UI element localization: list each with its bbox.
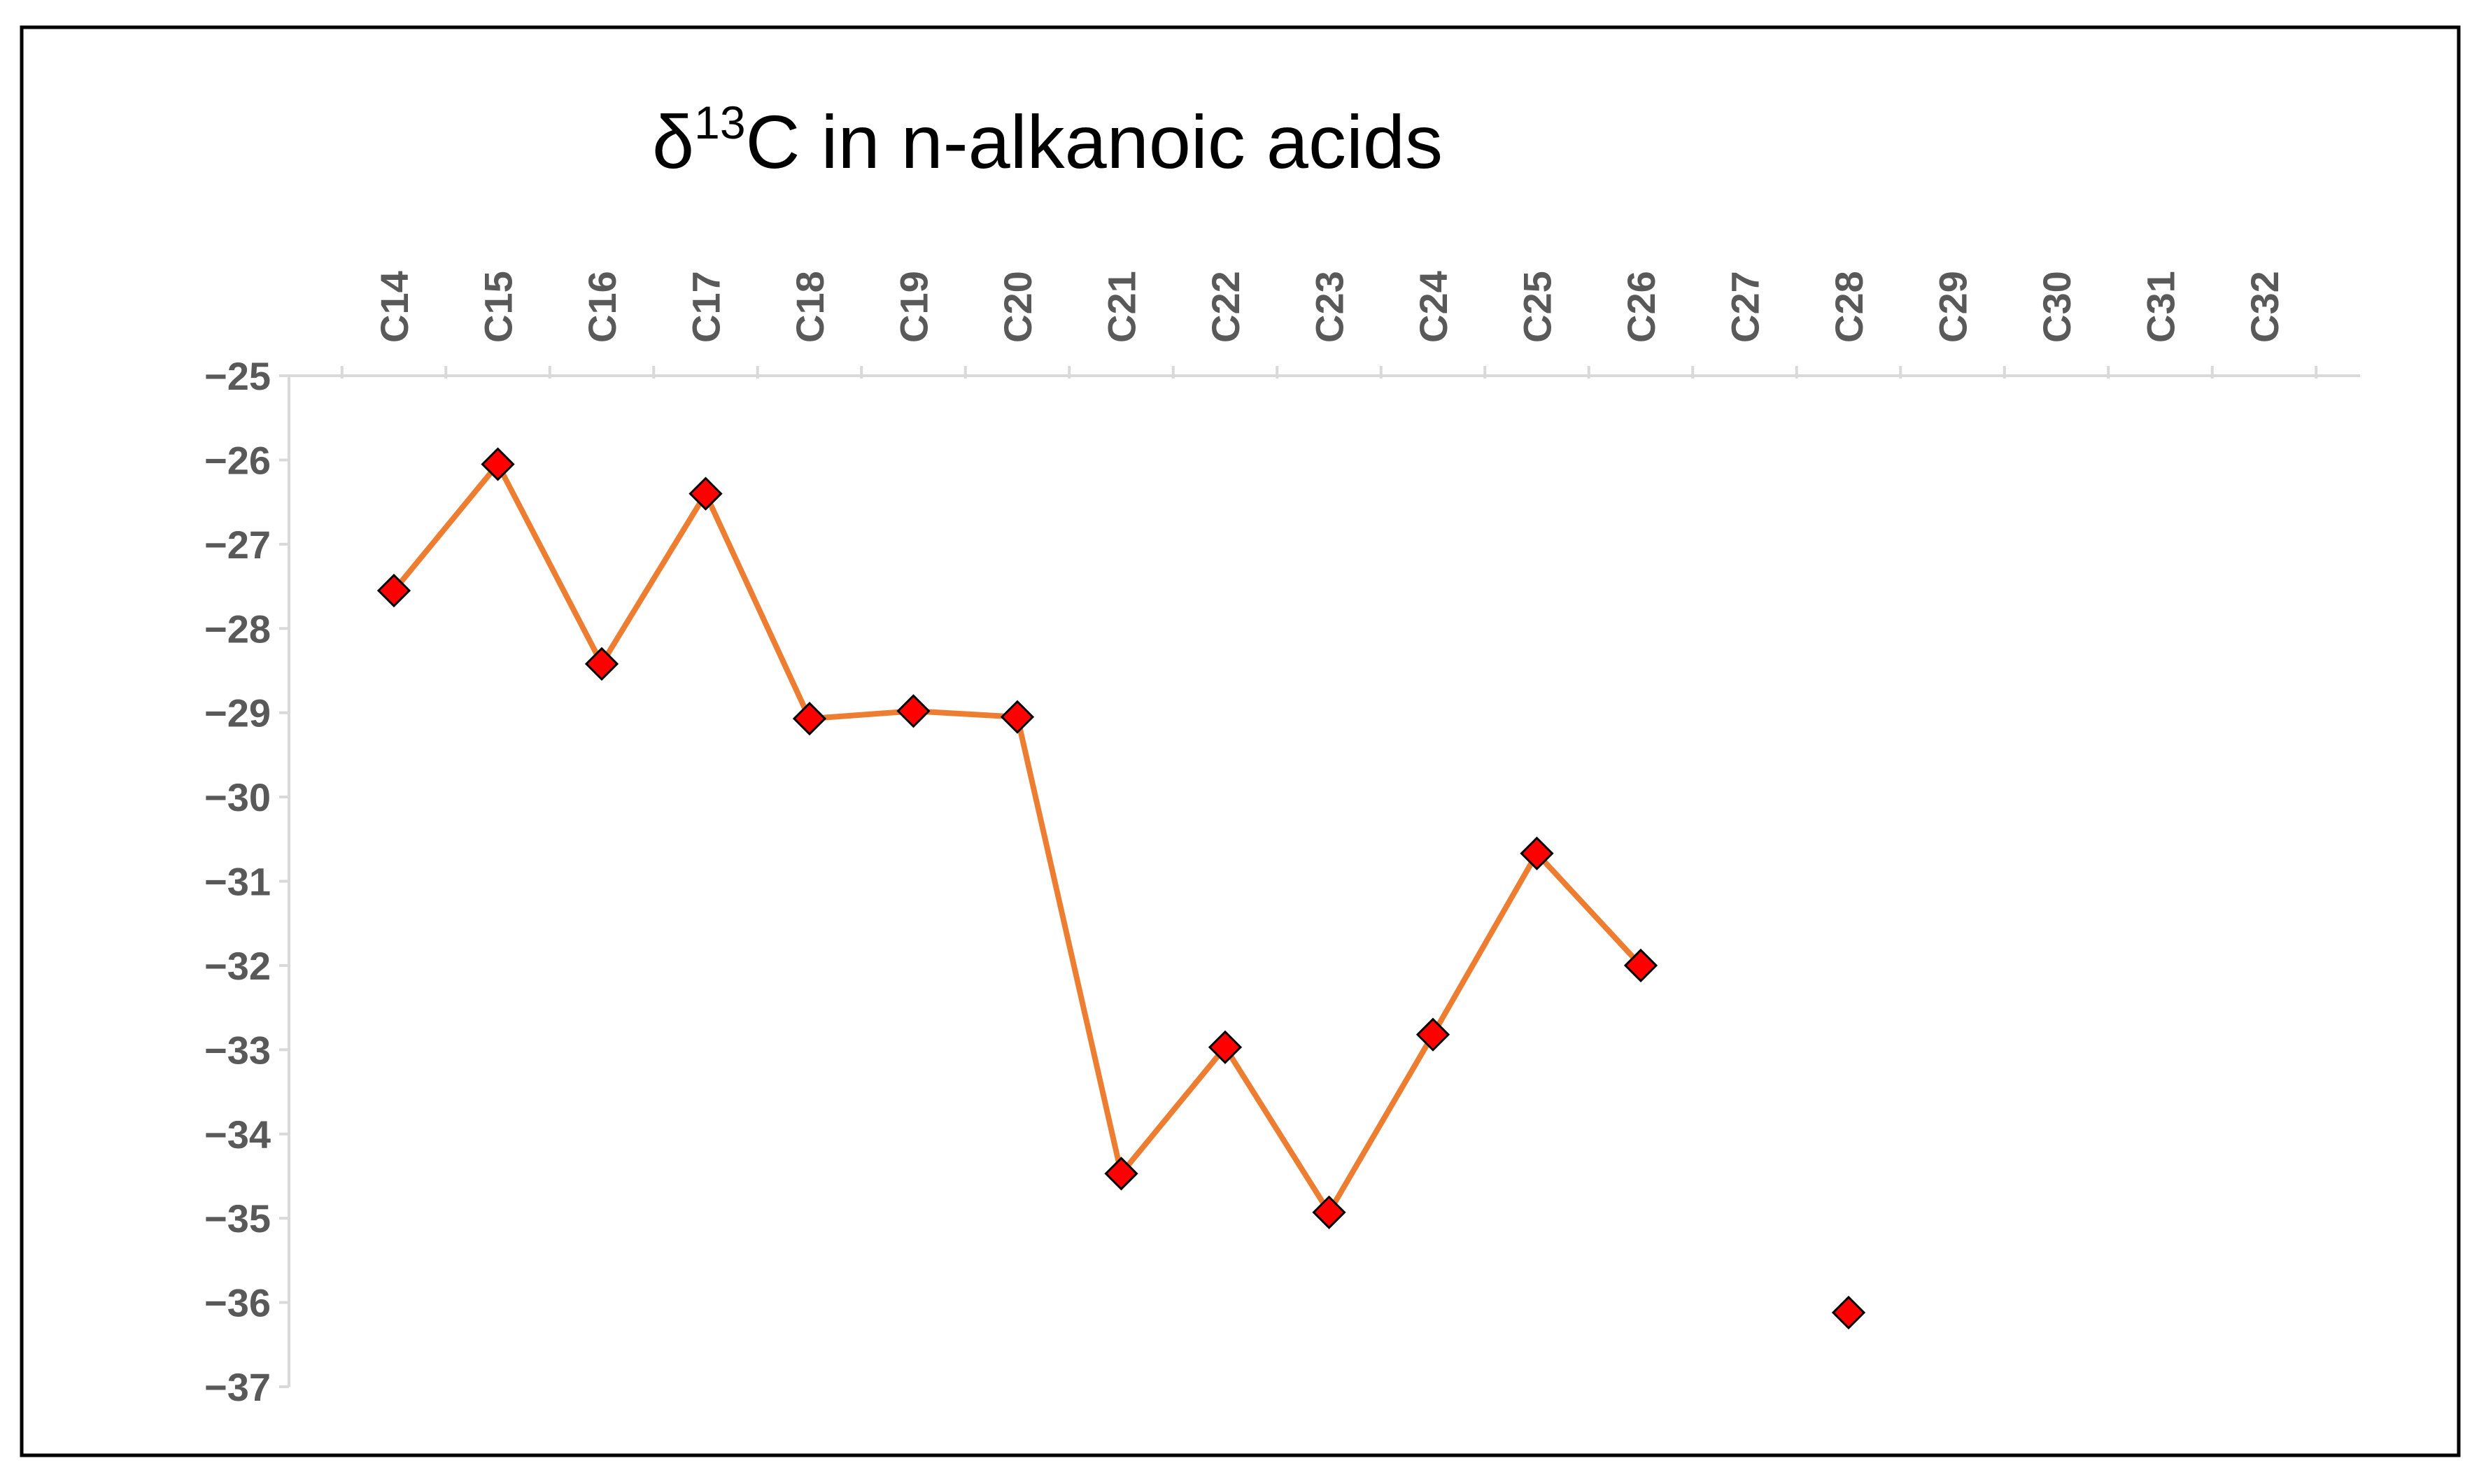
x-tick-label: C15 [476,271,521,343]
chart-title: δ13C in n-alkanoic acids [652,97,1443,184]
data-series [376,447,1866,1330]
x-tick-label: C18 [788,271,832,343]
data-point-marker [896,694,931,728]
x-axis-ticks: C14 C15 C16 C17 C18 C19 C20 C21 C22 C23 C24 C25 C26 C… [340,271,2318,379]
x-tick-label: C23 [1308,271,1352,343]
x-tick-label: C24 [1411,271,1455,343]
x-tick-label: C27 [1723,271,1767,343]
x-tick-label: C31 [2139,271,2183,343]
chart-border [20,25,2461,1457]
data-point-marker [792,701,827,736]
data-point-marker [1312,1195,1346,1229]
x-tick-label: C22 [1203,271,1248,343]
x-tick-label: C30 [2035,271,2079,343]
y-tick-label: −33 [204,1028,271,1072]
y-tick-label: −37 [204,1365,271,1409]
x-tick-label: C17 [684,271,728,343]
data-point-marker [1831,1295,1866,1330]
x-tick-label: C26 [1619,271,1663,343]
y-tick-label: −26 [204,438,271,482]
x-tick-label: C14 [372,271,416,343]
y-tick-label: −36 [204,1281,271,1325]
data-point-marker [1623,948,1658,983]
data-point-marker [1000,700,1035,734]
y-tick-label: −30 [204,775,271,819]
y-tick-label: −32 [204,944,271,988]
data-point-marker [1104,1157,1138,1191]
y-tick-label: −28 [204,607,271,651]
data-point-marker [688,476,723,511]
x-tick-label: C19 [892,271,936,343]
x-tick-label: C29 [1931,271,1975,343]
data-point-marker [584,646,619,681]
x-tick-label: C16 [580,271,624,343]
data-point-marker [1415,1017,1450,1052]
y-tick-label: −31 [204,860,271,904]
y-tick-label: −34 [204,1112,271,1157]
y-tick-label: −35 [204,1196,271,1241]
x-tick-label: C20 [996,271,1040,343]
x-tick-label: C28 [1827,271,1871,343]
x-tick-label: C32 [2243,271,2287,343]
y-tick-label: −27 [204,523,271,567]
data-point-marker [376,573,411,608]
x-tick-label: C21 [1100,271,1144,343]
data-point-marker [1520,836,1554,870]
y-tick-label: −29 [204,691,271,735]
data-point-marker [481,447,515,481]
x-tick-label: C25 [1516,271,1560,343]
y-tick-label: −25 [204,354,271,398]
data-point-marker [1208,1030,1243,1064]
y-axis-ticks: −25 −26 −27 −28 −29 −30 −31 −32 −33 −34 −35 −36 −37 [204,354,289,1409]
